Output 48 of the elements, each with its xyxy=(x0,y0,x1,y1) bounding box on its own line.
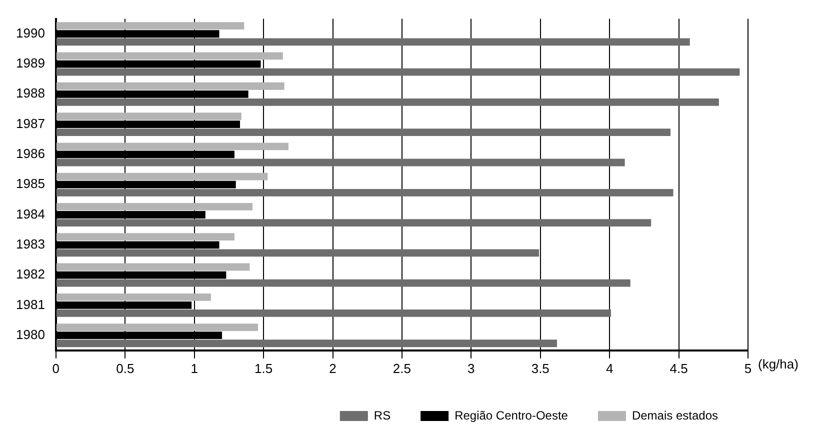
bar xyxy=(56,233,234,241)
y-tick-label: 1980 xyxy=(16,326,45,342)
x-tick-label: 3 xyxy=(468,360,475,376)
y-tick-label: 1986 xyxy=(16,146,45,162)
bar xyxy=(56,172,268,180)
bar xyxy=(56,22,244,30)
x-tick-label: 2 xyxy=(329,360,336,376)
y-tick-label: 1984 xyxy=(16,206,45,222)
x-tick-label: 1 xyxy=(190,360,198,376)
x-tick-label: 0 xyxy=(52,360,60,376)
bar xyxy=(56,203,252,210)
x-tick-label: 4 xyxy=(606,360,614,376)
bar xyxy=(56,68,740,76)
x-tick-label: 4.5 xyxy=(670,360,688,376)
x-tick-label: 3.5 xyxy=(531,360,550,376)
bar xyxy=(56,82,284,90)
bar xyxy=(56,340,557,348)
bar xyxy=(56,52,283,60)
bar xyxy=(56,324,258,331)
bar xyxy=(56,249,539,257)
y-tick-label: 1989 xyxy=(16,56,45,71)
bar xyxy=(56,142,288,150)
y-tick-label: 1990 xyxy=(16,25,45,40)
bar xyxy=(56,128,670,136)
legend-label: Demais estados xyxy=(632,408,718,422)
bar xyxy=(56,38,690,46)
y-tick-label: 1982 xyxy=(16,266,45,282)
bar xyxy=(56,188,674,196)
bar xyxy=(56,263,250,271)
x-axis-title: (kg/ha) xyxy=(758,356,798,372)
y-tick-label: 1987 xyxy=(16,116,45,131)
bar xyxy=(56,219,652,226)
bar xyxy=(56,310,611,317)
bar xyxy=(56,279,630,287)
bar xyxy=(56,158,625,166)
x-tick-label: 0.5 xyxy=(116,360,134,376)
bar xyxy=(56,98,719,106)
y-tick-label: 1983 xyxy=(16,236,45,252)
x-tick-label: 2.5 xyxy=(392,360,411,376)
bar xyxy=(56,293,211,301)
legend-label: RS xyxy=(374,408,391,422)
y-tick-label: 1981 xyxy=(16,296,45,312)
y-tick-label: 1988 xyxy=(16,86,45,101)
x-tick-label: 1.5 xyxy=(254,360,273,376)
legend-label: Região Centro-Oeste xyxy=(454,408,568,422)
x-tick-label: 5 xyxy=(744,360,752,376)
y-tick-label: 1985 xyxy=(16,176,45,192)
bar xyxy=(56,112,242,120)
